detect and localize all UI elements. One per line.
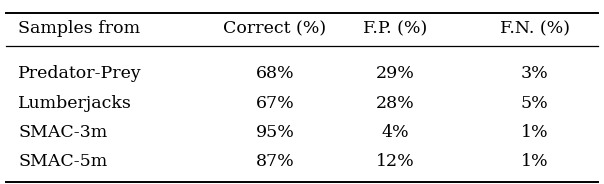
Text: 12%: 12% bbox=[376, 153, 415, 170]
Text: 95%: 95% bbox=[255, 124, 294, 141]
Text: SMAC-3m: SMAC-3m bbox=[18, 124, 108, 141]
Text: 28%: 28% bbox=[376, 95, 415, 112]
Text: 67%: 67% bbox=[255, 95, 294, 112]
Text: SMAC-5m: SMAC-5m bbox=[18, 153, 108, 170]
Text: 1%: 1% bbox=[521, 153, 548, 170]
Text: F.P. (%): F.P. (%) bbox=[364, 20, 428, 37]
Text: F.N. (%): F.N. (%) bbox=[500, 20, 570, 37]
Text: 3%: 3% bbox=[521, 65, 548, 82]
Text: 1%: 1% bbox=[521, 124, 548, 141]
Text: Correct (%): Correct (%) bbox=[223, 20, 326, 37]
Text: 87%: 87% bbox=[255, 153, 294, 170]
Text: 29%: 29% bbox=[376, 65, 415, 82]
Text: Lumberjacks: Lumberjacks bbox=[18, 95, 132, 112]
Text: 68%: 68% bbox=[255, 65, 294, 82]
Text: Predator-Prey: Predator-Prey bbox=[18, 65, 142, 82]
Text: 5%: 5% bbox=[521, 95, 548, 112]
Text: 4%: 4% bbox=[382, 124, 410, 141]
Text: Samples from: Samples from bbox=[18, 20, 140, 37]
